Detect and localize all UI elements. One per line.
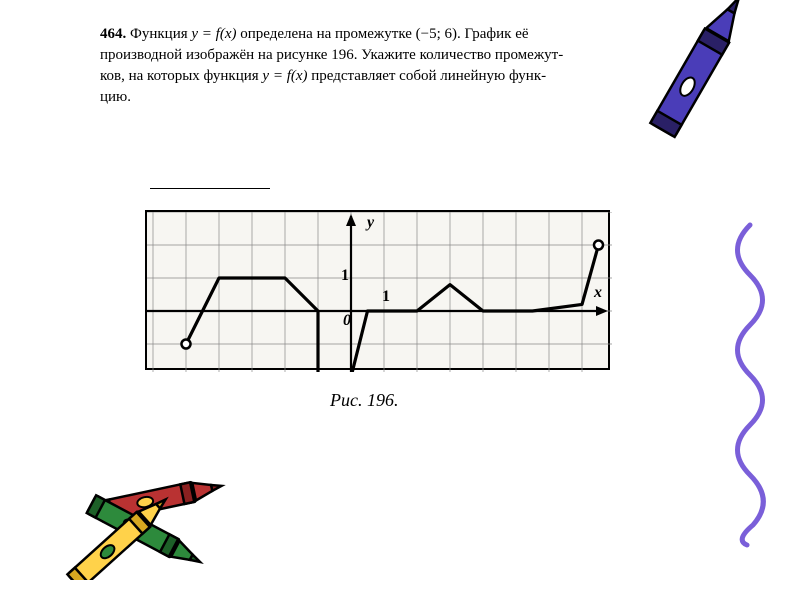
problem-l3-pre: ков, на которых функция	[100, 68, 262, 84]
divider-line	[150, 188, 270, 189]
problem-text: 464. Функция y = f(x) определена на пром…	[100, 24, 660, 108]
x-axis-label: x	[594, 284, 602, 302]
squiggle-decoration	[715, 220, 785, 550]
problem-l1-post: определена на промежутке (−5; 6). График…	[236, 26, 528, 42]
problem-l1-pre: Функция	[130, 26, 191, 42]
tick-x1: 1	[382, 288, 390, 306]
problem-l3-post: представляет собой линейную функ-	[308, 68, 547, 84]
problem-number: 464.	[100, 26, 126, 42]
figure-caption: Рис. 196.	[330, 390, 398, 411]
y-axis-label: y	[367, 214, 374, 232]
graph-figure: y x 0 1 1	[145, 210, 610, 370]
tick-y1: 1	[341, 267, 349, 285]
problem-l2: производной изображён на рисунке 196. Ук…	[100, 47, 563, 63]
crayons-bottom-decoration	[55, 450, 275, 580]
problem-l3-eq: y = f(x)	[262, 68, 307, 84]
origin-label: 0	[343, 312, 351, 330]
problem-l1-eq: y = f(x)	[191, 26, 236, 42]
graph-svg	[147, 212, 612, 372]
problem-l4: цию.	[100, 89, 131, 105]
